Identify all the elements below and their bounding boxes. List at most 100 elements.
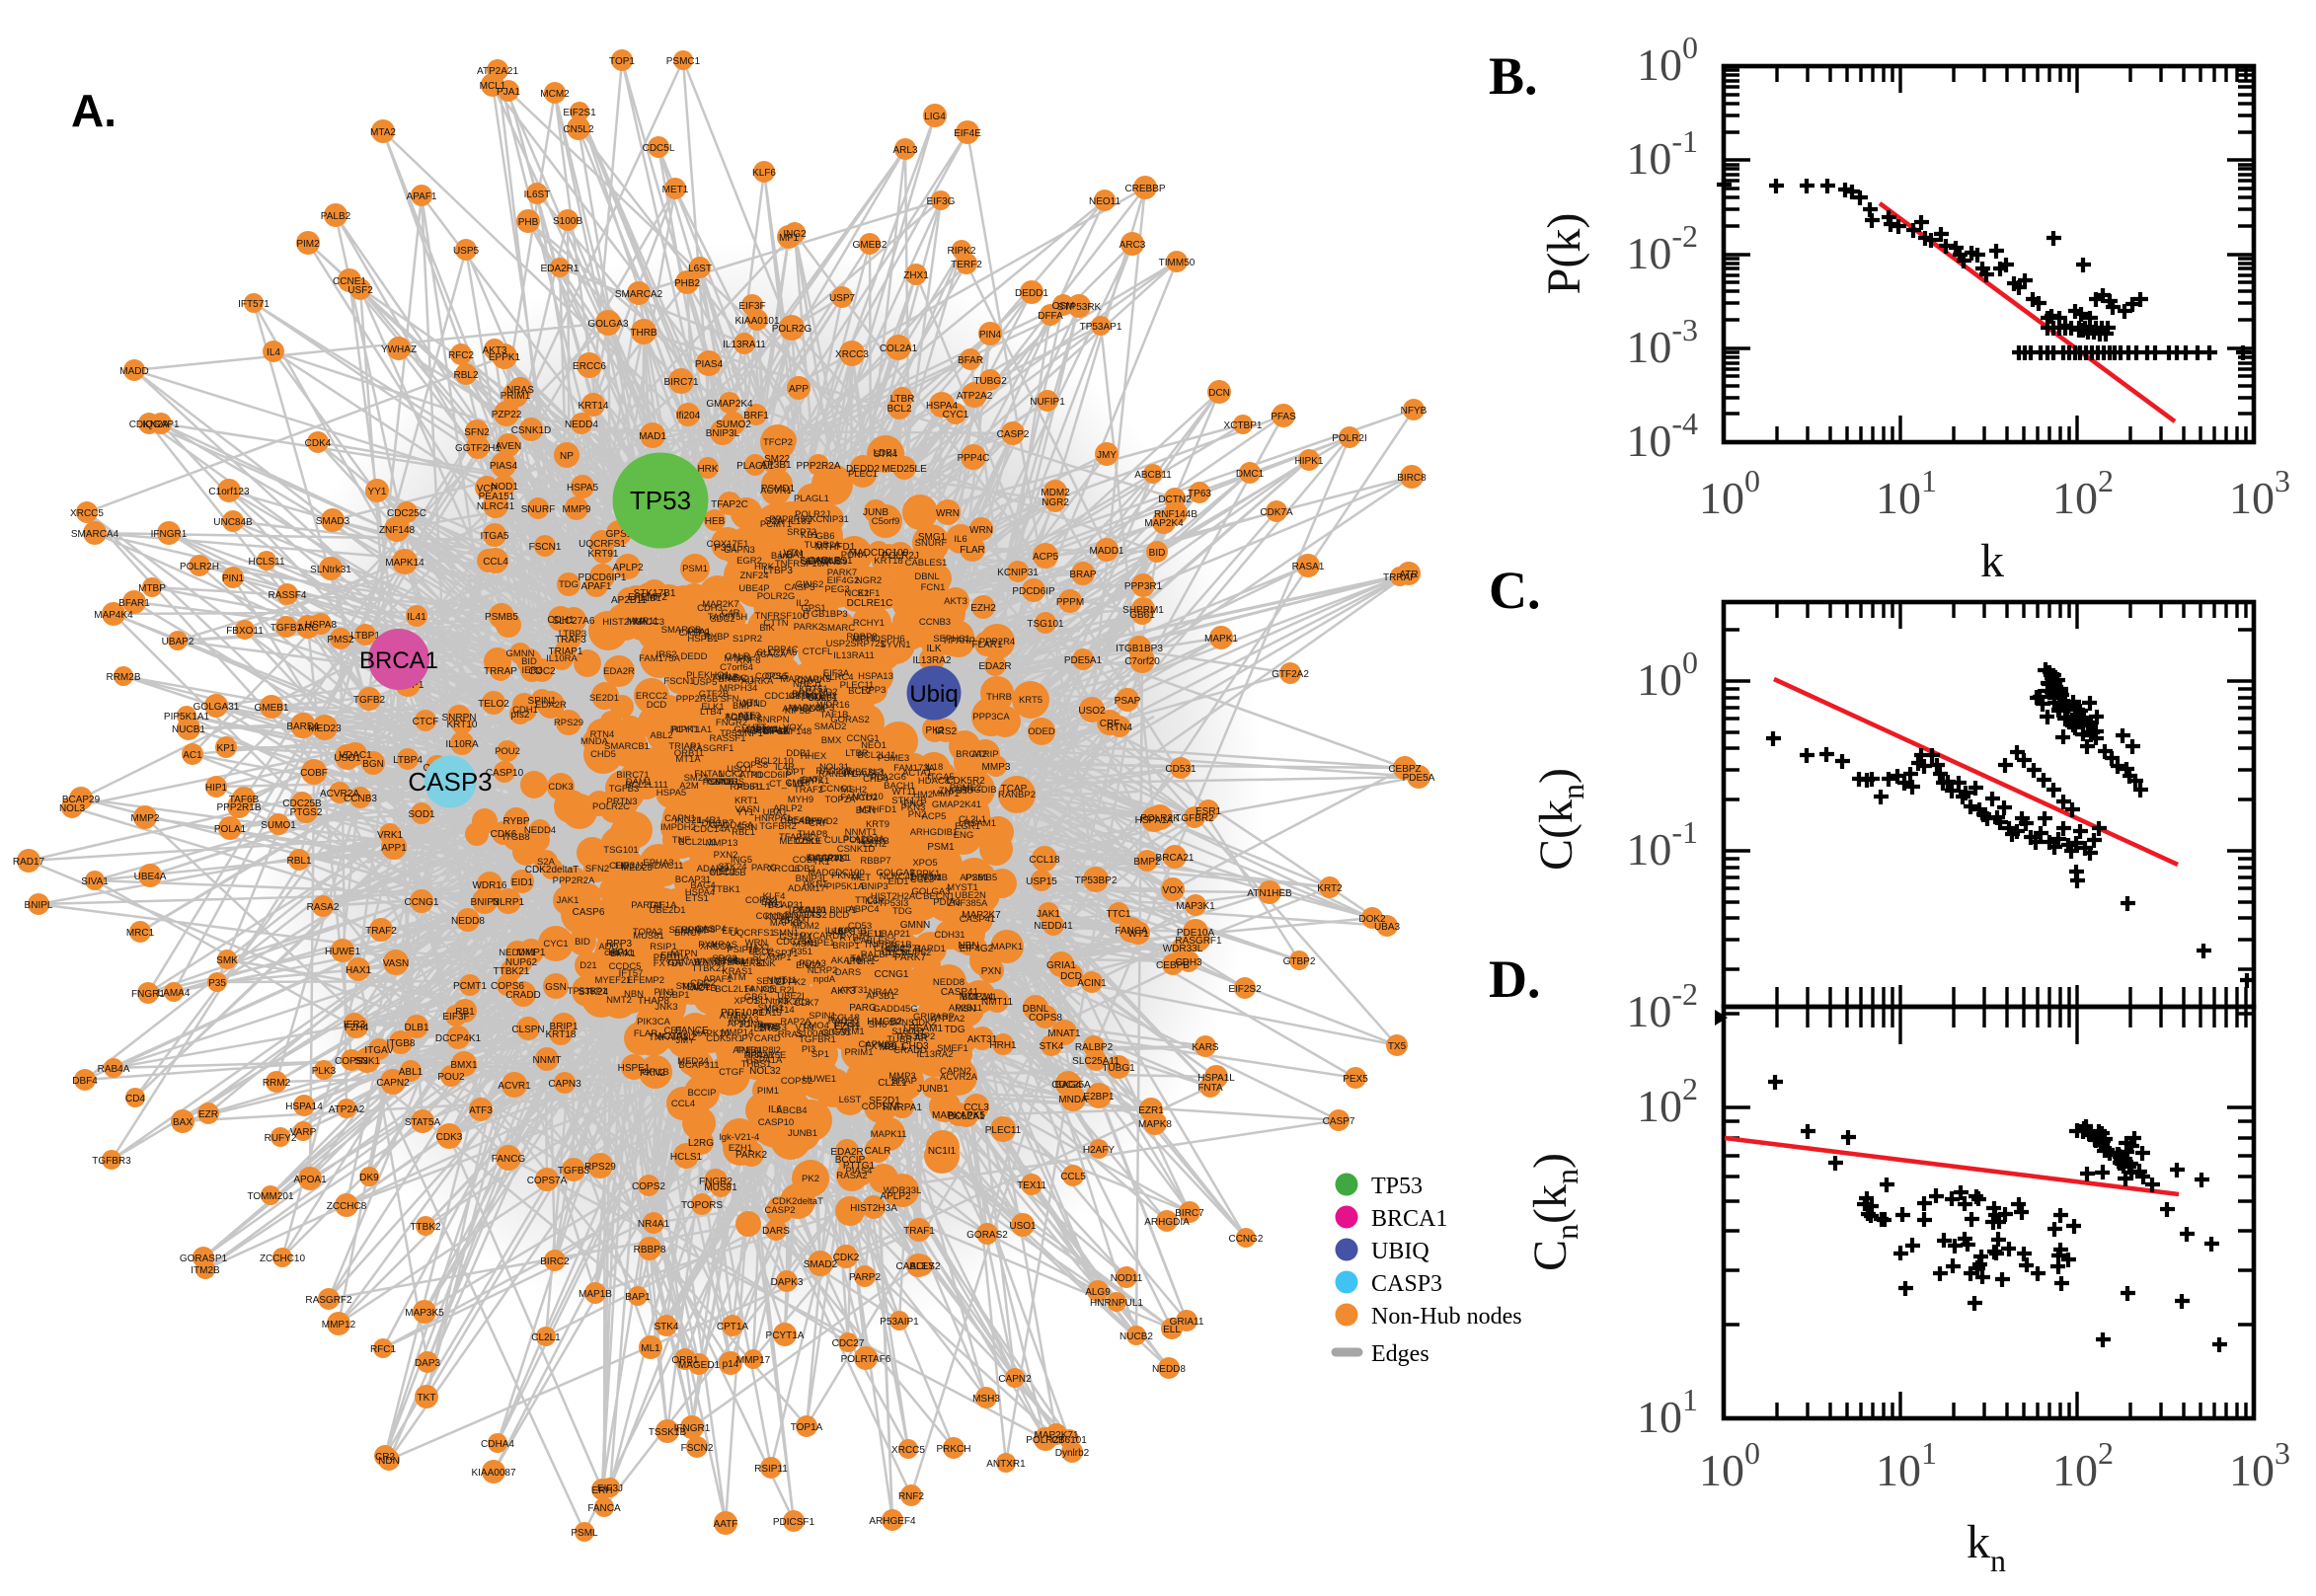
svg-text:10-1: 10-1 <box>1626 123 1698 184</box>
svg-text:DCTN2: DCTN2 <box>1158 494 1192 505</box>
svg-text:APP: APP <box>789 384 809 395</box>
svg-text:AP3B1: AP3B1 <box>866 991 895 1002</box>
svg-text:ODED: ODED <box>1028 726 1055 737</box>
svg-text:MDM2: MDM2 <box>1041 488 1070 498</box>
svg-text:RFC1: RFC1 <box>370 1344 397 1355</box>
svg-text:10-3: 10-3 <box>1626 312 1698 372</box>
svg-text:MMP12: MMP12 <box>322 1320 356 1330</box>
svg-text:S1PR2: S1PR2 <box>733 634 762 645</box>
svg-text:TRIAP1: TRIAP1 <box>668 741 701 752</box>
svg-text:RPS29: RPS29 <box>584 1162 616 1173</box>
svg-text:npdA: npdA <box>813 974 836 985</box>
svg-text:TEX11: TEX11 <box>1017 1180 1046 1191</box>
svg-text:JUNB1: JUNB1 <box>788 1128 817 1139</box>
svg-text:MAP3K1: MAP3K1 <box>1176 901 1215 912</box>
svg-text:PDE10A: PDE10A <box>1177 928 1215 939</box>
svg-text:KRT10: KRT10 <box>447 720 478 730</box>
svg-text:PSMB5: PSMB5 <box>485 612 518 623</box>
svg-text:GMEB2: GMEB2 <box>852 240 887 251</box>
svg-text:NRAS: NRAS <box>506 385 534 396</box>
svg-text:CRADD: CRADD <box>505 990 541 1001</box>
svg-text:ATP2A2: ATP2A2 <box>957 391 993 402</box>
svg-text:ARHGDIA: ARHGDIA <box>1144 1217 1190 1228</box>
svg-text:ITM2B: ITM2B <box>191 1265 220 1276</box>
svg-text:P(k): P(k) <box>1538 213 1590 295</box>
svg-text:PSMB5: PSMB5 <box>965 873 997 883</box>
svg-text:WDR33L: WDR33L <box>1163 944 1203 954</box>
svg-text:BIRC71: BIRC71 <box>663 377 698 388</box>
svg-text:BMX1: BMX1 <box>610 949 636 959</box>
svg-text:VASN: VASN <box>734 804 759 815</box>
svg-text:CCNG1: CCNG1 <box>819 784 852 795</box>
svg-text:STK17B: STK17B <box>891 796 926 806</box>
svg-text:USP15: USP15 <box>1026 876 1057 887</box>
svg-text:SE2D1: SE2D1 <box>589 693 619 704</box>
svg-text:PTGS2: PTGS2 <box>290 807 323 818</box>
svg-text:APP1: APP1 <box>381 843 407 854</box>
svg-text:PPP2R4: PPP2R4 <box>979 637 1015 647</box>
svg-text:HIP1: HIP1 <box>205 783 228 794</box>
svg-text:STAT5A: STAT5A <box>405 1117 441 1128</box>
svg-text:TTBK21: TTBK21 <box>692 963 727 974</box>
svg-text:UQCRFS1: UQCRFS1 <box>730 928 774 939</box>
svg-text:IL10RA: IL10RA <box>546 653 578 664</box>
svg-text:KLF6: KLF6 <box>752 168 776 179</box>
svg-text:NFYB: NFYB <box>1401 406 1428 417</box>
svg-text:PSM1: PSM1 <box>927 842 955 853</box>
svg-text:PSM1: PSM1 <box>682 564 708 574</box>
svg-text:ACVR1: ACVR1 <box>760 486 792 496</box>
svg-text:VRK1: VRK1 <box>377 830 404 841</box>
svg-text:TOPORS: TOPORS <box>681 1200 723 1211</box>
svg-text:IFT571: IFT571 <box>238 299 270 310</box>
svg-text:DEDD1: DEDD1 <box>1015 288 1048 299</box>
svg-text:PIM1: PIM1 <box>757 1086 779 1097</box>
svg-text:ABCB4: ABCB4 <box>776 1105 807 1116</box>
svg-text:TX5: TX5 <box>1388 1041 1407 1052</box>
svg-text:MDM2: MDM2 <box>792 921 819 932</box>
svg-text:PZP22: PZP22 <box>492 410 522 420</box>
svg-text:GMEB1: GMEB1 <box>254 703 288 714</box>
svg-text:CHD5: CHD5 <box>590 749 616 760</box>
svg-text:GGTF2H1: GGTF2H1 <box>455 443 502 454</box>
svg-text:PLK3: PLK3 <box>312 1066 337 1077</box>
svg-text:HSPA5: HSPA5 <box>656 788 686 798</box>
svg-text:CCNG1: CCNG1 <box>404 897 438 908</box>
svg-text:CDH3: CDH3 <box>697 603 723 614</box>
svg-text:PFAS: PFAS <box>1271 412 1296 422</box>
svg-text:GOLGA3: GOLGA3 <box>911 886 950 897</box>
svg-text:TUBG2: TUBG2 <box>973 376 1007 387</box>
svg-text:103: 103 <box>2229 463 2290 523</box>
svg-text:GB61: GB61 <box>744 992 768 1003</box>
svg-text:RRM2: RRM2 <box>263 1078 291 1089</box>
svg-text:CCNG1: CCNG1 <box>874 969 908 980</box>
svg-text:ITGB1BP3: ITGB1BP3 <box>803 609 847 620</box>
svg-text:GINS2: GINS2 <box>796 579 824 590</box>
svg-text:IL41: IL41 <box>407 612 426 623</box>
svg-text:Ubiq: Ubiq <box>909 681 958 708</box>
svg-text:BNIPL: BNIPL <box>25 900 53 911</box>
svg-text:UBAP2: UBAP2 <box>162 637 194 647</box>
svg-text:PSAP: PSAP <box>1115 696 1141 707</box>
svg-text:BRCA21: BRCA21 <box>1156 853 1195 864</box>
svg-text:CDK2: CDK2 <box>911 1018 936 1028</box>
svg-text:CCL3: CCL3 <box>964 1102 989 1113</box>
svg-text:BNIP3L: BNIP3L <box>796 874 828 884</box>
svg-text:BIRC8: BIRC8 <box>1397 473 1427 484</box>
svg-text:MTBP: MTBP <box>138 583 166 594</box>
svg-text:CDH1: CDH1 <box>547 615 575 626</box>
svg-text:L6ST: L6ST <box>839 1095 862 1105</box>
svg-text:DEDD: DEDD <box>681 651 708 662</box>
svg-text:PDICSF1: PDICSF1 <box>773 1517 815 1528</box>
svg-text:CDC27: CDC27 <box>832 1338 865 1349</box>
svg-text:COL2A1: COL2A1 <box>880 343 918 354</box>
svg-text:VARP: VARP <box>290 1127 317 1138</box>
svg-text:USO2: USO2 <box>1078 706 1106 717</box>
svg-text:USP5: USP5 <box>693 677 718 688</box>
svg-text:ZHX1: ZHX1 <box>903 270 929 281</box>
svg-text:P53AIP1: P53AIP1 <box>880 1317 919 1328</box>
svg-text:KCNIP31: KCNIP31 <box>997 568 1039 578</box>
svg-text:EIF3G: EIF3G <box>927 196 956 207</box>
svg-text:HNRNPUL1: HNRNPUL1 <box>1090 1298 1143 1309</box>
svg-text:IL13RA11: IL13RA11 <box>833 650 875 661</box>
svg-text:GORAS2: GORAS2 <box>966 1230 1008 1241</box>
